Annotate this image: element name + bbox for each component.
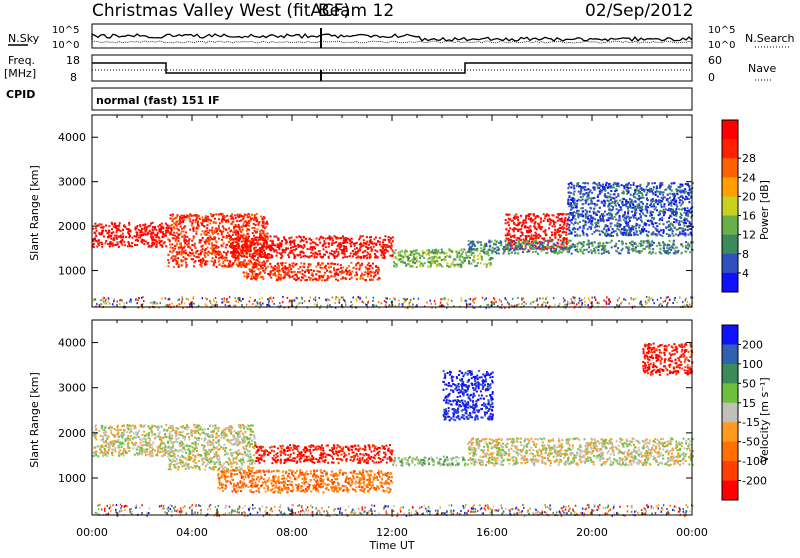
y-tick-label: 4000: [58, 337, 86, 350]
freq-label: Freq.: [8, 54, 35, 67]
nsearch-line: [92, 41, 692, 44]
beam-label: Beam 12: [318, 1, 394, 21]
colorbar-tick-label: -200: [742, 475, 767, 488]
colorbar-tick-label: 15: [742, 397, 756, 410]
echo-region: [642, 343, 693, 376]
echo-region: [567, 182, 694, 237]
colorbar-tick-label: 20: [742, 190, 756, 203]
nsky-line: [92, 34, 692, 41]
freq-tick-low: 8: [70, 71, 77, 84]
time-axis: 00:00 04:00 08:00 12:00 16:00 20:00 00:00: [76, 526, 708, 539]
panel-frame: [92, 115, 692, 307]
date-label: 02/Sep/2012: [585, 1, 693, 21]
nave-tick-high: 60: [708, 54, 722, 67]
colorbar-segment: [722, 442, 738, 462]
colorbar-tick-label: 12: [742, 229, 756, 242]
echo-region: [505, 213, 570, 250]
colorbar-tick-label: 50: [742, 377, 756, 390]
x-tick-label: 00:00: [676, 526, 708, 539]
echo-region: [467, 240, 694, 255]
echo-region: [217, 469, 393, 494]
colorbar-tick-label: 28: [742, 152, 756, 165]
y-tick-label: 1000: [58, 265, 86, 278]
colorbar-segment: [722, 325, 738, 345]
nsearch-tick-high: 10^5: [708, 25, 735, 36]
velocity-panel: 1000 2000 3000 4000: [58, 320, 694, 517]
echo-region: [392, 248, 493, 268]
x-tick-label: 20:00: [576, 526, 608, 539]
echo-region: [442, 370, 494, 421]
freq-tick-high: 18: [66, 54, 80, 67]
colorbar-tick-label: 24: [742, 171, 756, 184]
x-tick-label: 04:00: [176, 526, 208, 539]
echo-region: [167, 424, 256, 471]
cpid-label: CPID: [6, 88, 35, 101]
echo-region: [392, 456, 469, 467]
power-ylabel: Slant Range [km]: [28, 165, 41, 261]
colorbar-tick-label: 4: [742, 267, 749, 280]
colorbar-segment: [722, 481, 738, 501]
x-tick-label: 00:00: [76, 526, 108, 539]
y-tick-label: 1000: [58, 472, 86, 485]
colorbar-segment: [722, 235, 738, 255]
echo-region: [92, 222, 169, 248]
echo-region: [93, 424, 169, 458]
colorbar-segment: [722, 254, 738, 274]
nsky-trace: [92, 28, 692, 48]
nave-label: Nave: [748, 62, 776, 75]
nsearch-label: N.Search: [745, 32, 795, 45]
colorbar-segment: [722, 383, 738, 403]
colorbar-segment: [722, 139, 738, 159]
echo-region: [467, 437, 694, 466]
panel-frame: [92, 320, 692, 515]
colorbar-segment: [722, 364, 738, 384]
colorbar-segment: [722, 273, 738, 293]
colorbar-segment: [722, 120, 738, 140]
power-panel: 1000 2000 3000 4000: [58, 115, 694, 309]
colorbar-tick-label: 16: [742, 210, 756, 223]
freq-trace: [92, 63, 692, 81]
colorbar-segment: [722, 216, 738, 236]
y-tick-label: 2000: [58, 427, 86, 440]
y-tick-label: 3000: [58, 176, 86, 189]
colorbar-segment: [722, 344, 738, 364]
colorbar-segment: [722, 196, 738, 216]
x-tick-label: 12:00: [376, 526, 408, 539]
colorbar-segment: [722, 422, 738, 442]
time-axis-label: Time UT: [368, 539, 414, 552]
nsky-label: N.Sky: [8, 32, 40, 45]
y-tick-label: 4000: [58, 131, 86, 144]
y-tick-label: 3000: [58, 382, 86, 395]
nsearch-tick-low: 10^0: [708, 40, 735, 51]
echo-region: [255, 444, 394, 464]
y-tick-label: 2000: [58, 220, 86, 233]
colorbar-tick-label: 100: [742, 358, 763, 371]
colorbar-tick-label: 200: [742, 338, 763, 351]
station-title: Christmas Valley West (fitACF): [92, 1, 350, 21]
velocity-ylabel: Slant Range [km]: [28, 372, 41, 468]
nsky-tick-low: 10^0: [52, 40, 79, 51]
freq-line: [92, 63, 692, 73]
colorbar-tick-label: 8: [742, 248, 749, 261]
cpid-text: normal (fast) 151 IF: [96, 94, 220, 107]
freq-unit-label: [MHz]: [4, 67, 36, 80]
x-tick-label: 16:00: [476, 526, 508, 539]
power-colorbar: 4 8 12 16 20 24 28: [722, 120, 756, 293]
colorbar-segment: [722, 177, 738, 197]
power-colorbar-label: Power [dB]: [758, 180, 771, 240]
colorbar-segment: [722, 158, 738, 178]
nsky-tick-high: 10^5: [52, 25, 79, 36]
x-tick-label: 08:00: [276, 526, 308, 539]
nave-tick-low: 0: [708, 71, 715, 84]
freq-panel: [92, 55, 692, 81]
colorbar-segment: [722, 403, 738, 423]
colorbar-segment: [722, 461, 738, 481]
velocity-colorbar-label: Velocity [m s⁻¹]: [758, 377, 771, 462]
